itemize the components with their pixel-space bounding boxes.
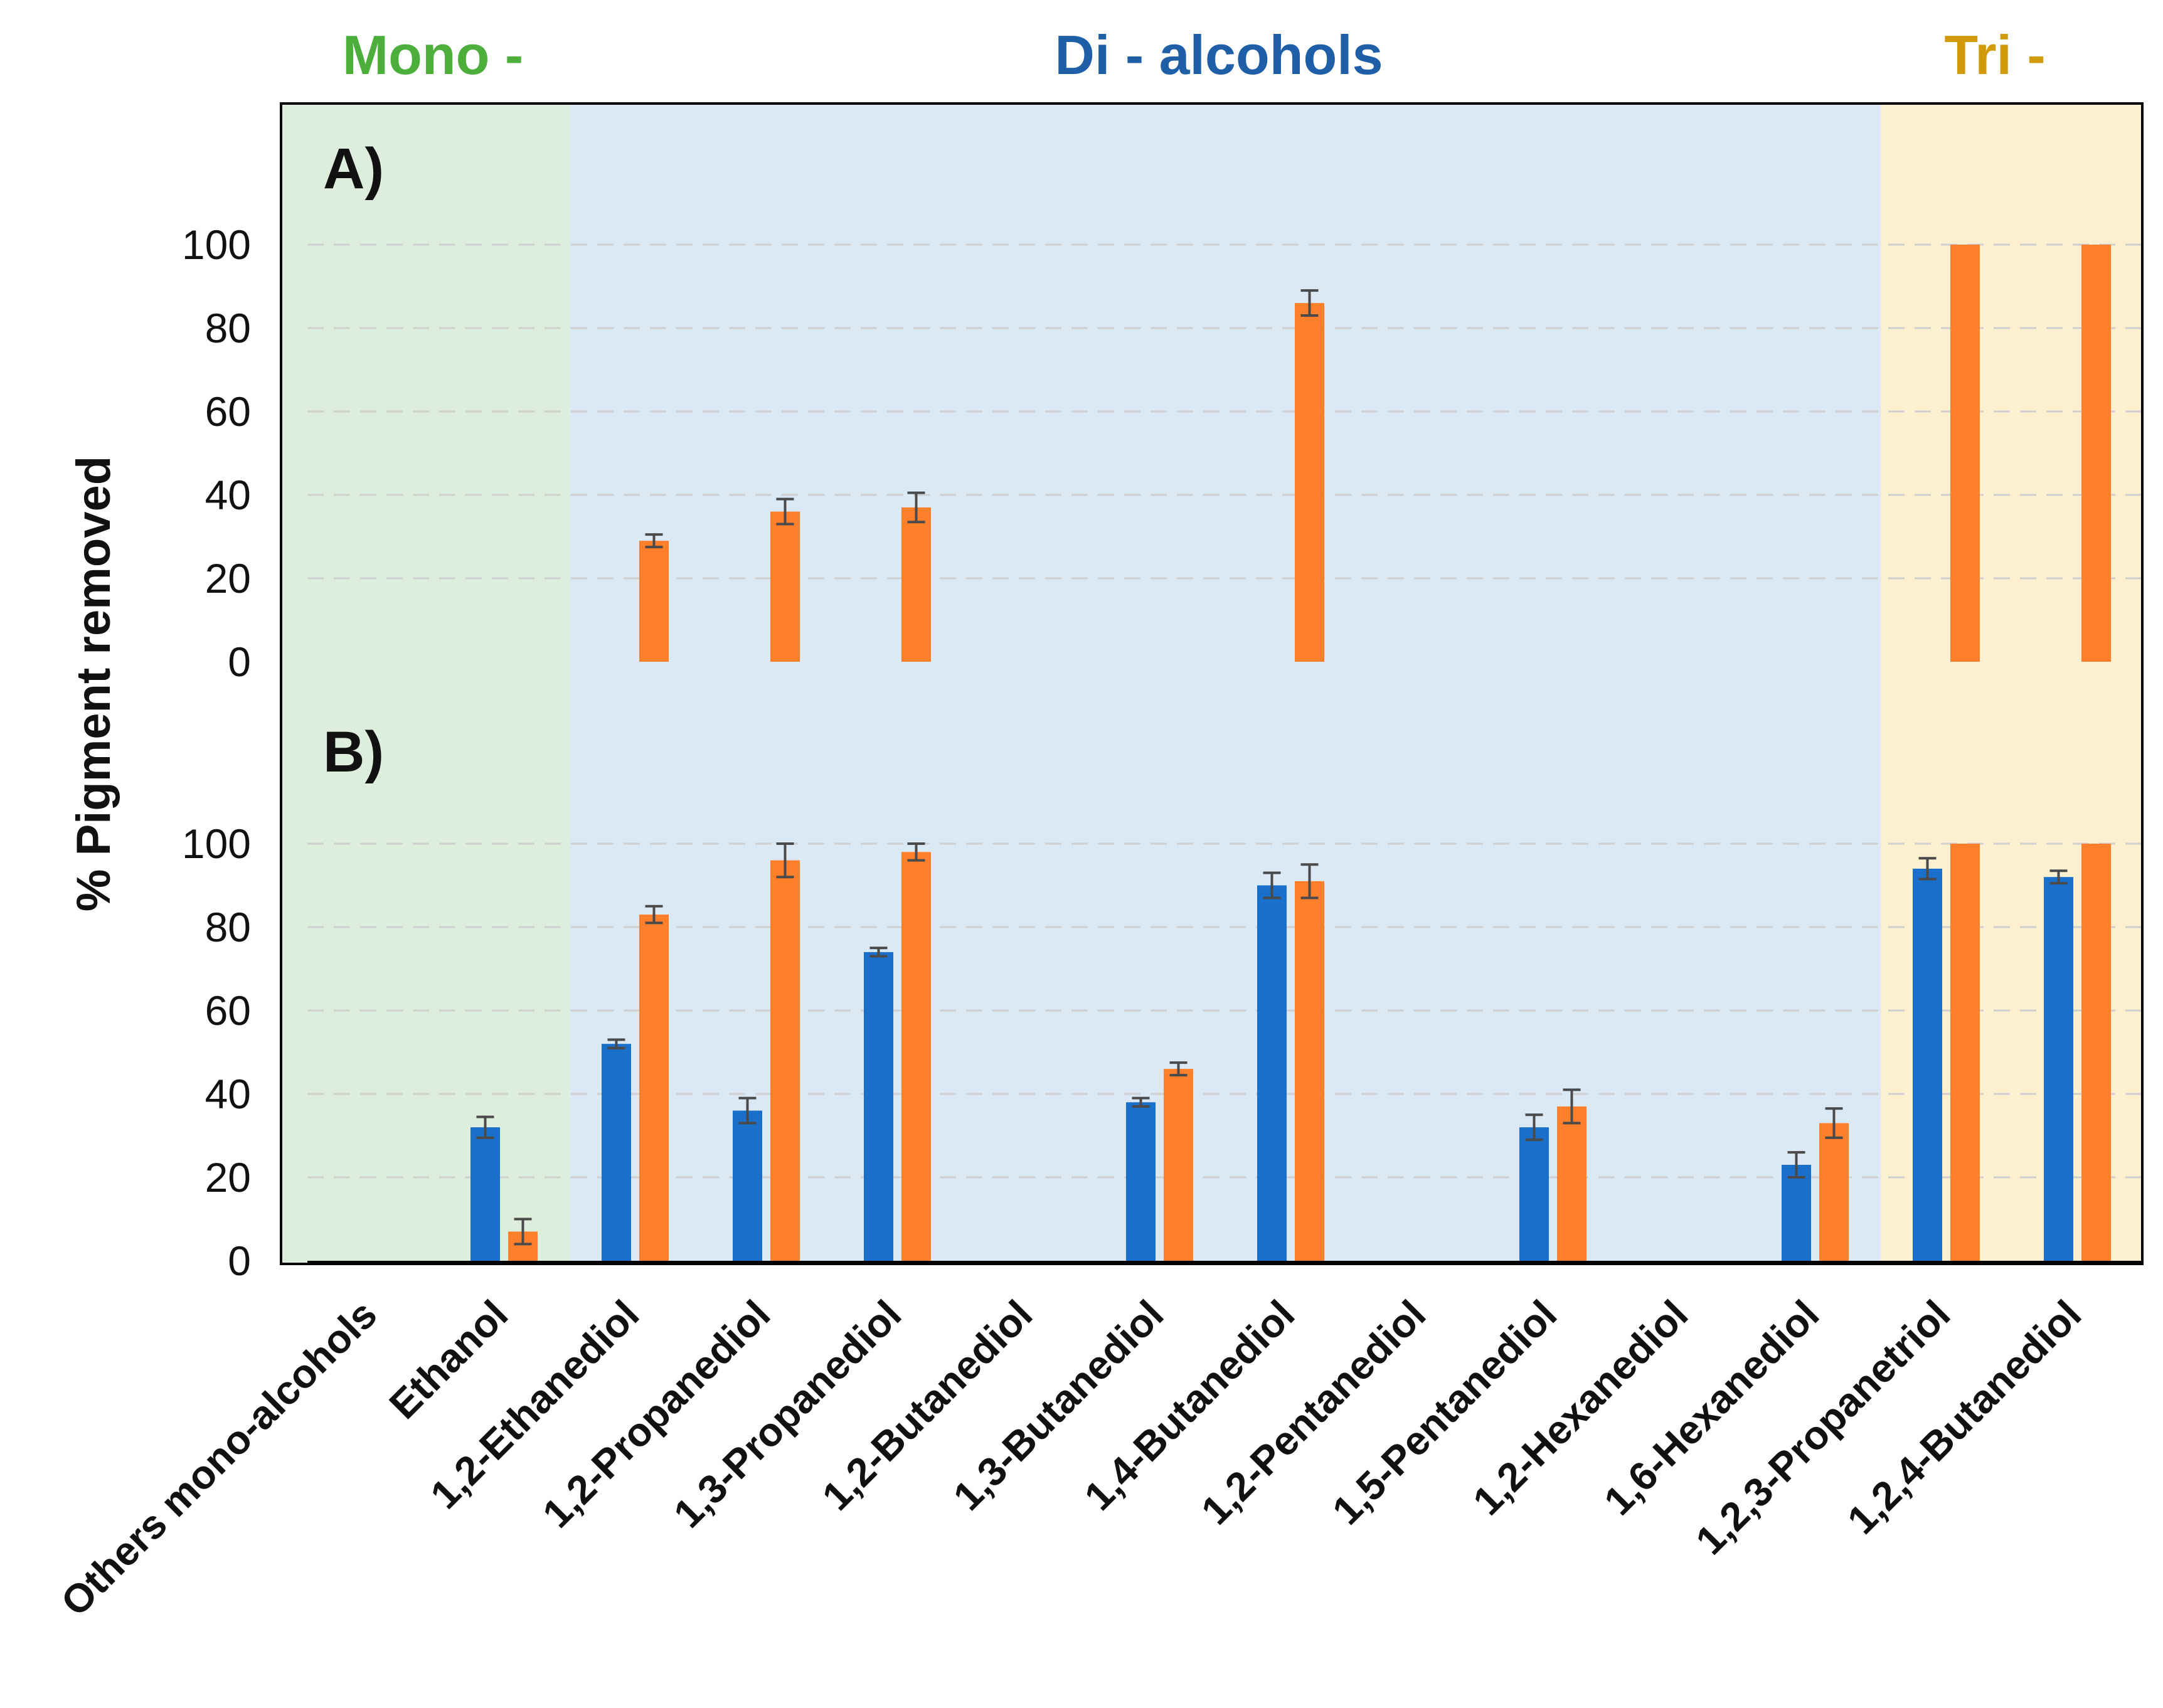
y-tick-label-1-4: 80 [205, 904, 251, 950]
group-label-0: Mono - [343, 24, 523, 86]
bar-0-orange-13 [2081, 245, 2111, 662]
bar-1-orange-6 [1164, 1069, 1193, 1261]
axes [280, 102, 2144, 1265]
group-background-1 [570, 103, 1881, 1264]
bar-1-orange-2 [639, 915, 669, 1261]
bar-0-orange-4 [901, 507, 931, 662]
group-background-0 [281, 103, 570, 1264]
bar-1-blue-2 [602, 1044, 631, 1261]
bar-1-blue-9 [1519, 1127, 1549, 1261]
bar-1-blue-1 [470, 1127, 500, 1261]
x-tick-label-8: 1,2-Pentanediol [1193, 1292, 1434, 1533]
bar-0-orange-3 [770, 511, 800, 662]
x-tick-label-4: 1,3-Propanediol [665, 1292, 910, 1536]
bar-1-blue-3 [733, 1110, 762, 1261]
bars [470, 245, 2111, 1261]
bar-1-orange-11 [1819, 1123, 1849, 1261]
x-tick-label-0: Others mono-alcohols [52, 1292, 385, 1625]
bar-0-orange-7 [1295, 303, 1324, 662]
y-tick-label-0-0: 0 [228, 639, 251, 685]
bar-1-blue-11 [1782, 1165, 1811, 1261]
y-tick-label-0-2: 40 [205, 472, 251, 518]
bar-1-orange-7 [1295, 881, 1324, 1261]
y-tick-label-1-5: 100 [182, 820, 251, 867]
group-label-1: Di - alcohols [1055, 24, 1383, 86]
bar-1-orange-13 [2081, 844, 2111, 1261]
bar-1-orange-4 [901, 852, 931, 1261]
x-tick-label-9: 1,5-Pentanediol [1324, 1292, 1565, 1533]
bar-1-blue-4 [864, 952, 893, 1261]
y-tick-label-1-1: 20 [205, 1154, 251, 1201]
y-axis-label: % Pigment removed [67, 456, 120, 911]
bar-1-blue-12 [1913, 868, 1942, 1261]
x-tick-label-12: 1,2,3-Propanetriol [1687, 1292, 1958, 1563]
bar-1-blue-6 [1126, 1102, 1156, 1261]
bar-1-orange-9 [1557, 1106, 1586, 1261]
bar-1-blue-13 [2044, 877, 2073, 1261]
y-tick-label-0-5: 100 [182, 221, 251, 268]
bar-0-orange-12 [1950, 245, 1980, 662]
y-tick-label-0-3: 60 [205, 388, 251, 435]
x-tick-label-13: 1,2,4-Butanediol [1839, 1292, 2090, 1542]
y-tick-label-1-0: 0 [228, 1238, 251, 1284]
bar-1-orange-12 [1950, 844, 1980, 1261]
y-tick-label-0-1: 20 [205, 555, 251, 602]
y-tick-label-1-2: 40 [205, 1071, 251, 1117]
x-tick-label-3: 1,2-Propanediol [534, 1292, 779, 1536]
bar-1-orange-3 [770, 860, 800, 1261]
y-tick-label-1-3: 60 [205, 987, 251, 1034]
group-label-2: Tri - [1944, 24, 2045, 86]
panel-label-0: A) [323, 137, 384, 201]
bar-1-blue-7 [1257, 885, 1287, 1261]
group-backgrounds [281, 103, 2142, 1264]
bar-0-orange-2 [639, 541, 669, 662]
x-tick-label-1: Ethanol [381, 1292, 517, 1428]
panel-label-1: B) [323, 720, 384, 784]
y-tick-label-0-4: 80 [205, 305, 251, 351]
